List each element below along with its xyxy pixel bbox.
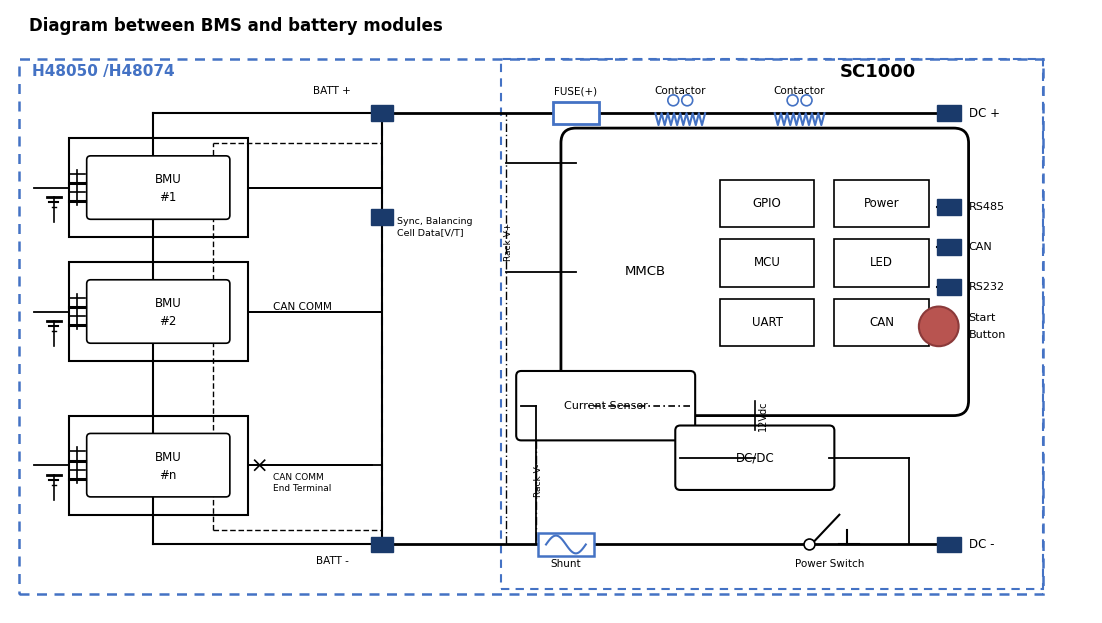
- Circle shape: [801, 95, 812, 106]
- Text: Power Switch: Power Switch: [795, 559, 864, 569]
- Text: Rack V-: Rack V-: [533, 464, 542, 497]
- Bar: [538, 533, 594, 556]
- Text: RS485: RS485: [969, 202, 1005, 212]
- Bar: [720, 179, 814, 227]
- Text: Start: Start: [969, 313, 996, 323]
- Text: GPIO: GPIO: [753, 197, 781, 210]
- Bar: [937, 199, 961, 216]
- Text: Contactor: Contactor: [774, 87, 825, 97]
- Bar: [19, 59, 1044, 594]
- Text: CAN: CAN: [969, 242, 992, 252]
- Bar: [553, 102, 598, 124]
- Text: 12Vdc: 12Vdc: [758, 401, 768, 431]
- Circle shape: [682, 95, 693, 106]
- Bar: [720, 298, 814, 346]
- Text: CAN: CAN: [869, 316, 894, 329]
- Bar: [937, 105, 961, 121]
- Text: Current Sensor: Current Sensor: [564, 401, 648, 411]
- Text: BATT +: BATT +: [313, 87, 352, 97]
- FancyBboxPatch shape: [561, 128, 969, 416]
- Circle shape: [787, 95, 798, 106]
- Text: Diagram between BMS and battery modules: Diagram between BMS and battery modules: [29, 17, 443, 35]
- Bar: [937, 536, 961, 553]
- Text: MCU: MCU: [754, 257, 780, 269]
- Text: BMU: BMU: [155, 173, 182, 186]
- FancyBboxPatch shape: [87, 156, 230, 219]
- Text: MMCB: MMCB: [625, 265, 666, 278]
- Circle shape: [919, 307, 959, 346]
- Bar: [68, 262, 248, 361]
- Bar: [68, 138, 248, 237]
- Text: DC +: DC +: [969, 107, 1000, 120]
- Text: SC1000: SC1000: [840, 62, 916, 80]
- FancyBboxPatch shape: [87, 434, 230, 497]
- Text: CAN COMM: CAN COMM: [273, 302, 332, 312]
- Text: Rack V+: Rack V+: [504, 223, 512, 261]
- Bar: [834, 179, 929, 227]
- Text: Power: Power: [864, 197, 899, 210]
- Bar: [834, 239, 929, 287]
- Text: BMU: BMU: [155, 450, 182, 464]
- Bar: [371, 209, 393, 226]
- Bar: [68, 416, 248, 515]
- Text: Button: Button: [969, 330, 1006, 340]
- Text: FUSE(+): FUSE(+): [554, 87, 597, 97]
- Text: BMU: BMU: [155, 297, 182, 310]
- Bar: [937, 278, 961, 295]
- Bar: [501, 59, 1044, 589]
- Text: DC -: DC -: [969, 538, 994, 551]
- FancyBboxPatch shape: [516, 371, 695, 440]
- Text: Sync, Balancing
Cell Data[V/T]: Sync, Balancing Cell Data[V/T]: [397, 217, 473, 237]
- Text: LED: LED: [871, 257, 893, 269]
- Circle shape: [668, 95, 679, 106]
- Text: H48050 /H48074: H48050 /H48074: [32, 64, 174, 79]
- Text: #2: #2: [160, 315, 177, 328]
- Bar: [371, 536, 393, 553]
- Text: BATT -: BATT -: [316, 556, 348, 566]
- Text: DC/DC: DC/DC: [735, 451, 775, 464]
- Bar: [371, 105, 393, 121]
- Text: Contactor: Contactor: [655, 87, 706, 97]
- Circle shape: [804, 539, 815, 550]
- Bar: [937, 239, 961, 255]
- Text: Shunt: Shunt: [551, 559, 581, 569]
- FancyBboxPatch shape: [676, 426, 834, 490]
- Text: #n: #n: [160, 468, 177, 482]
- Text: #1: #1: [160, 191, 177, 204]
- Text: CAN COMM
End Terminal: CAN COMM End Terminal: [272, 473, 331, 493]
- Bar: [834, 298, 929, 346]
- FancyBboxPatch shape: [87, 280, 230, 343]
- Text: UART: UART: [752, 316, 782, 329]
- Text: RS232: RS232: [969, 282, 1005, 292]
- Bar: [720, 239, 814, 287]
